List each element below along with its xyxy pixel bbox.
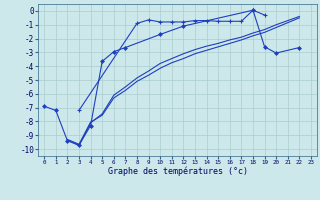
X-axis label: Graphe des températures (°c): Graphe des températures (°c)	[108, 167, 248, 176]
